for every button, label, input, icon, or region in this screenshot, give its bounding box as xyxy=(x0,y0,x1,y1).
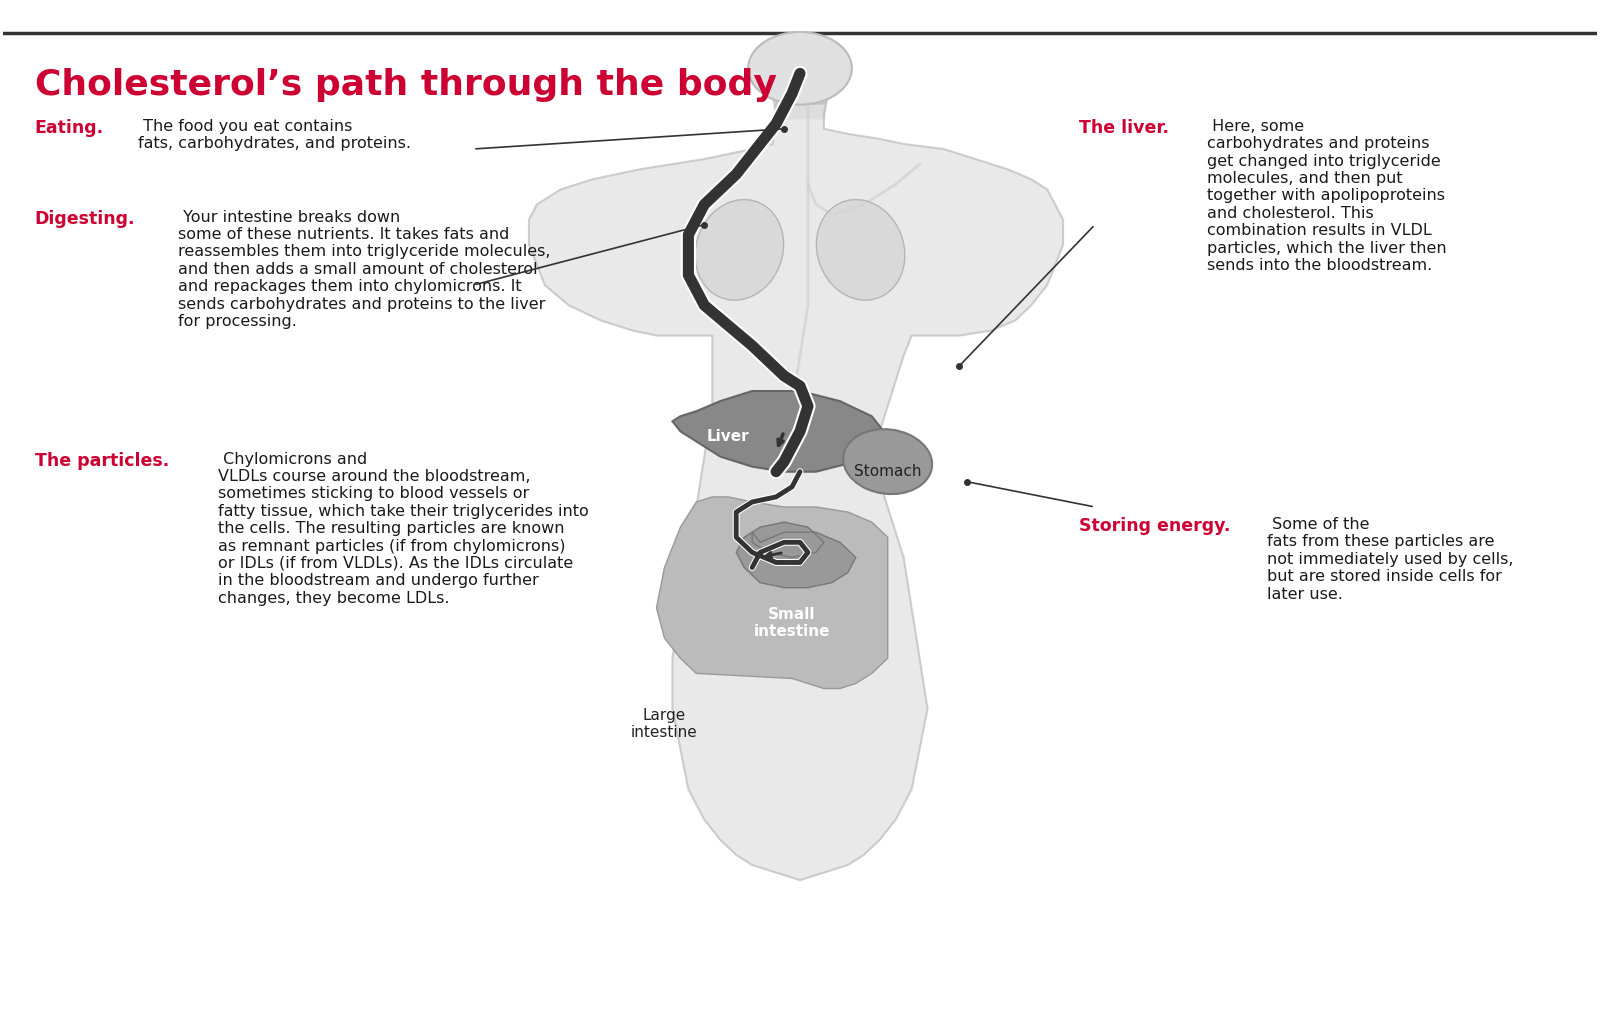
Text: The particles.: The particles. xyxy=(35,451,170,469)
Text: Liver: Liver xyxy=(707,429,749,444)
Text: The food you eat contains
fats, carbohydrates, and proteins.: The food you eat contains fats, carbohyd… xyxy=(138,119,411,151)
Polygon shape xyxy=(530,98,1062,880)
Text: Chylomicrons and
VLDLs course around the bloodstream,
sometimes sticking to bloo: Chylomicrons and VLDLs course around the… xyxy=(218,451,589,605)
Text: Storing energy.: Storing energy. xyxy=(1078,517,1230,535)
Text: Stomach: Stomach xyxy=(854,464,922,480)
Polygon shape xyxy=(773,98,827,119)
Text: Cholesterol’s path through the body: Cholesterol’s path through the body xyxy=(35,68,776,102)
Ellipse shape xyxy=(749,32,851,104)
Ellipse shape xyxy=(816,200,906,300)
Text: The liver.: The liver. xyxy=(1078,119,1170,137)
Text: Here, some
carbohydrates and proteins
get changed into triglyceride
molecules, a: Here, some carbohydrates and proteins ge… xyxy=(1206,119,1446,273)
Text: Small
intestine: Small intestine xyxy=(754,606,830,639)
Text: Eating.: Eating. xyxy=(35,119,104,137)
Ellipse shape xyxy=(843,429,933,494)
Text: Some of the
fats from these particles are
not immediately used by cells,
but are: Some of the fats from these particles ar… xyxy=(1267,517,1514,601)
Ellipse shape xyxy=(694,200,784,300)
Polygon shape xyxy=(736,522,856,588)
Text: Digesting.: Digesting. xyxy=(35,210,134,227)
Text: Your intestine breaks down
some of these nutrients. It takes fats and
reassemble: Your intestine breaks down some of these… xyxy=(178,210,550,329)
Polygon shape xyxy=(656,497,888,689)
Ellipse shape xyxy=(752,33,848,103)
Text: Large
intestine: Large intestine xyxy=(630,708,698,740)
Polygon shape xyxy=(672,391,888,472)
